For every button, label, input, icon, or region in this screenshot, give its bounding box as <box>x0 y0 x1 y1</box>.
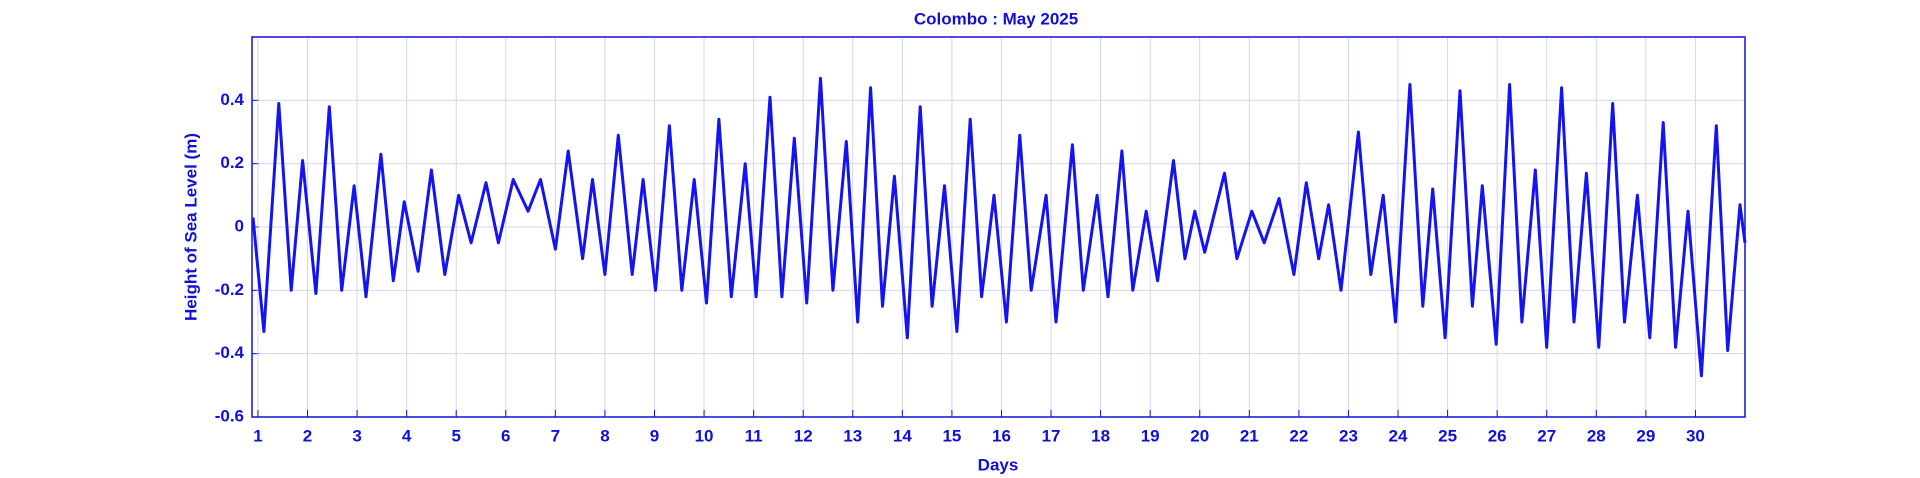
plot-frame <box>251 36 1746 418</box>
x-tick-label: 24 <box>1389 426 1408 445</box>
chart-title: Colombo : May 2025 <box>914 9 1078 28</box>
x-tick-label: 25 <box>1438 426 1457 445</box>
x-tick-label: 1 <box>253 426 262 445</box>
x-tick-label: 30 <box>1686 426 1705 445</box>
x-tick-label: 23 <box>1339 426 1358 445</box>
x-tick-label: 13 <box>843 426 862 445</box>
y-tick-label: -0.4 <box>215 343 245 362</box>
y-tick-label: 0.2 <box>220 153 244 172</box>
y-tick-label: 0 <box>235 216 244 235</box>
x-tick-label: 16 <box>992 426 1011 445</box>
x-tick-label: 7 <box>551 426 560 445</box>
x-tick-label: 12 <box>794 426 813 445</box>
x-tick-label: 2 <box>303 426 312 445</box>
y-axis-label: Height of Sea Level (m) <box>181 133 200 321</box>
x-tick-label: 8 <box>600 426 609 445</box>
x-tick-label: 5 <box>451 426 460 445</box>
x-tick-label: 19 <box>1141 426 1160 445</box>
x-tick-label: 18 <box>1091 426 1110 445</box>
x-tick-label: 3 <box>352 426 361 445</box>
x-tick-label: 20 <box>1190 426 1209 445</box>
x-tick-label: 6 <box>501 426 510 445</box>
x-tick-label: 27 <box>1537 426 1556 445</box>
x-tick-label: 22 <box>1289 426 1308 445</box>
x-tick-label: 4 <box>402 426 412 445</box>
x-tick-label: 11 <box>745 426 763 445</box>
x-axis-label: Days <box>978 455 1019 474</box>
x-tick-label: 15 <box>942 426 961 445</box>
y-tick-label: 0.4 <box>220 90 244 109</box>
x-tick-label: 29 <box>1636 426 1655 445</box>
x-tick-label: 14 <box>893 426 912 445</box>
y-tick-label: -0.2 <box>215 280 244 299</box>
x-tick-label: 10 <box>695 426 714 445</box>
y-tick-label: -0.6 <box>215 406 244 425</box>
x-tick-label: 9 <box>650 426 659 445</box>
series-line <box>251 76 1747 378</box>
x-tick-label: 21 <box>1240 426 1259 445</box>
x-tick-label: 28 <box>1587 426 1606 445</box>
x-tick-label: 17 <box>1042 426 1061 445</box>
x-tick-label: 26 <box>1488 426 1507 445</box>
